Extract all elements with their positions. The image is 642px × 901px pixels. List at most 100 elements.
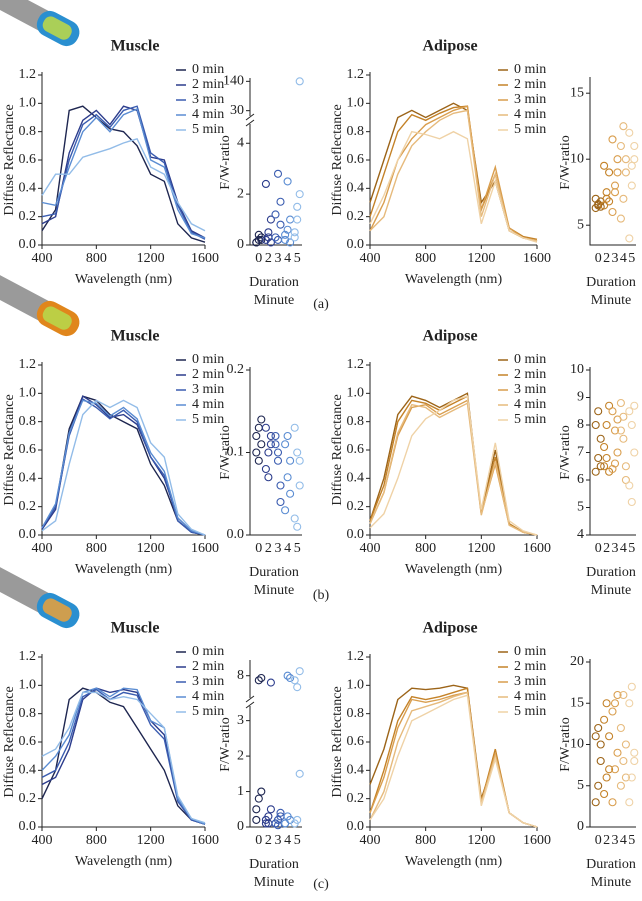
data-point bbox=[257, 415, 266, 424]
probe-icon bbox=[0, 564, 80, 629]
x-axis-label: Wavelength (nm) bbox=[75, 272, 173, 287]
data-point bbox=[283, 671, 292, 680]
x-tick-label: 5 bbox=[628, 833, 635, 848]
data-point bbox=[602, 188, 611, 197]
y-tick-label: 0.4 bbox=[19, 181, 37, 196]
chart-title: Adipose bbox=[422, 38, 477, 55]
data-point bbox=[616, 398, 625, 408]
data-point bbox=[290, 676, 299, 685]
data-point bbox=[264, 473, 273, 482]
x-tick-label: 800 bbox=[86, 833, 107, 848]
data-point bbox=[594, 781, 603, 790]
x-tick-label: 800 bbox=[86, 541, 107, 556]
y-tick-label: 0.4 bbox=[19, 763, 37, 778]
chart-title: Muscle bbox=[111, 328, 160, 345]
x-tick-label: 3 bbox=[612, 833, 619, 848]
data-point bbox=[600, 715, 609, 724]
y-tick-label: 0.2 bbox=[347, 209, 365, 224]
x-tick-label: 400 bbox=[32, 251, 53, 266]
data-point bbox=[254, 230, 263, 239]
y-tick-label: 2 bbox=[237, 186, 244, 201]
data-point bbox=[261, 235, 270, 244]
legend-label: 0 min bbox=[192, 644, 224, 659]
y-tick-label: 0.2 bbox=[19, 209, 37, 224]
x-axis-label: Duration bbox=[586, 275, 636, 290]
x-tick-label: 4 bbox=[284, 833, 291, 848]
y-tick-label: 1.0 bbox=[19, 386, 37, 401]
data-point bbox=[596, 434, 605, 443]
legend-label: 5 min bbox=[192, 122, 224, 137]
x-tick-label: 0 bbox=[255, 541, 262, 556]
data-point bbox=[616, 781, 625, 790]
data-point bbox=[630, 141, 639, 151]
x-tick-label: 400 bbox=[32, 833, 53, 848]
data-point bbox=[630, 748, 639, 757]
x-tick-label: 0 bbox=[595, 833, 602, 848]
y-tick-label: 7 bbox=[577, 445, 584, 460]
probe-tip bbox=[42, 16, 72, 40]
data-point bbox=[591, 732, 600, 741]
x-axis-label: Duration bbox=[586, 857, 636, 872]
legend-label: 4 min bbox=[192, 107, 224, 122]
data-point bbox=[266, 238, 275, 247]
legend-label: 4 min bbox=[514, 397, 546, 412]
data-point bbox=[627, 682, 636, 691]
data-point bbox=[630, 448, 639, 457]
y-tick-label: 6 bbox=[577, 472, 584, 487]
y-tick-label: 4 bbox=[237, 135, 244, 150]
x-tick-label: 2 bbox=[265, 251, 272, 266]
data-point bbox=[264, 228, 273, 237]
y-tick-label: 1 bbox=[237, 784, 244, 799]
legend-label: 3 min bbox=[192, 382, 224, 397]
y-tick-label: 3 bbox=[237, 713, 244, 728]
y-axis-label: Diffuse Reflectance bbox=[330, 686, 345, 797]
data-point bbox=[261, 819, 270, 828]
data-point bbox=[266, 678, 275, 687]
panel-label: (b) bbox=[313, 588, 330, 603]
legend-label: 2 min bbox=[514, 77, 546, 92]
data-point bbox=[290, 233, 299, 242]
y-tick-label: 0.0 bbox=[19, 237, 37, 252]
y-tick-label: 0.2 bbox=[227, 362, 245, 377]
data-point bbox=[281, 230, 290, 239]
axis bbox=[41, 72, 205, 246]
spectrum-line bbox=[41, 137, 206, 232]
y-tick-label: 0.8 bbox=[347, 706, 365, 721]
legend-label: 0 min bbox=[514, 644, 546, 659]
x-tick-label: 4 bbox=[620, 251, 627, 266]
x-tick-label: 400 bbox=[360, 251, 381, 266]
data-point bbox=[261, 464, 270, 474]
data-point bbox=[295, 667, 304, 676]
data-point bbox=[273, 169, 283, 178]
x-tick-label: 2 bbox=[603, 251, 610, 266]
spectrum-line bbox=[369, 691, 538, 828]
spectrum-line bbox=[369, 130, 538, 243]
data-point bbox=[286, 456, 295, 465]
spectrum-line bbox=[41, 395, 206, 536]
data-point bbox=[594, 200, 603, 209]
x-tick-label: 1600 bbox=[523, 251, 551, 266]
data-point bbox=[619, 434, 628, 443]
data-point bbox=[613, 168, 622, 177]
y-tick-label: 0.6 bbox=[19, 734, 37, 749]
data-point bbox=[605, 732, 614, 741]
data-point bbox=[283, 225, 292, 234]
y-tick-label: 1.2 bbox=[347, 67, 365, 82]
data-point bbox=[281, 506, 290, 515]
x-tick-label: 4 bbox=[620, 541, 627, 556]
x-axis-label: Duration bbox=[249, 275, 299, 290]
y-tick-label: 8 bbox=[237, 668, 244, 683]
data-point bbox=[273, 456, 283, 465]
data-point bbox=[610, 426, 620, 435]
data-point bbox=[286, 215, 295, 224]
y-tick-label: 0.4 bbox=[19, 471, 37, 486]
legend-label: 4 min bbox=[514, 107, 546, 122]
axis bbox=[589, 77, 636, 246]
data-point bbox=[630, 155, 639, 164]
legend-label: 5 min bbox=[192, 704, 224, 719]
y-tick-label: 5 bbox=[577, 778, 584, 793]
y-tick-label: 15 bbox=[570, 85, 584, 100]
y-tick-label: 0 bbox=[577, 819, 584, 834]
x-tick-label: 0 bbox=[255, 833, 262, 848]
x-axis-label: Duration bbox=[586, 565, 636, 580]
